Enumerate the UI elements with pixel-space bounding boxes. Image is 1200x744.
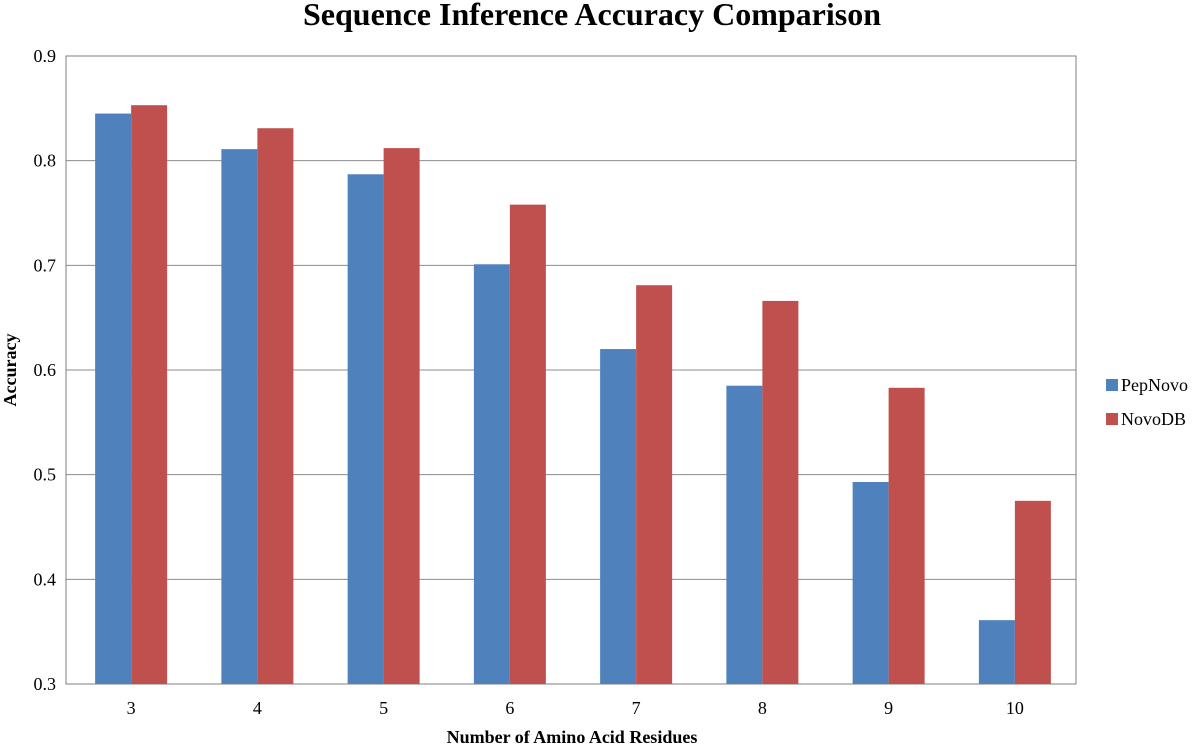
y-tick-label: 0.8 — [34, 151, 57, 171]
bar-pepnovo-5 — [347, 174, 384, 685]
x-tick-label: 9 — [884, 698, 893, 718]
y-tick-label: 0.9 — [34, 46, 57, 66]
legend-label-novodb: NovoDB — [1121, 409, 1186, 429]
bar-novodb-3 — [131, 105, 168, 684]
bar-pepnovo-6 — [473, 264, 510, 684]
bar-pepnovo-9 — [852, 481, 889, 684]
y-tick-label: 0.3 — [34, 674, 57, 694]
y-tick-label: 0.7 — [34, 255, 57, 275]
x-tick-label: 5 — [379, 698, 388, 718]
bar-novodb-4 — [257, 128, 294, 685]
x-tick-label: 6 — [505, 698, 514, 718]
x-tick-label: 10 — [1006, 698, 1024, 718]
x-axis-ticks: 3 4 5 6 7 8 9 10 — [127, 698, 1024, 718]
x-tick-label: 4 — [253, 698, 262, 718]
y-tick-label: 0.4 — [34, 569, 57, 589]
x-tick-label: 3 — [127, 698, 136, 718]
bar-novodb-10 — [1014, 500, 1051, 684]
legend-swatch-novodb — [1106, 413, 1118, 425]
x-axis-title: Number of Amino Acid Residues — [447, 727, 698, 744]
legend-label-pepnovo: PepNovo — [1121, 375, 1188, 395]
bar-novodb-7 — [636, 285, 673, 684]
bar-novodb-6 — [509, 204, 546, 685]
y-axis-title: Accuracy — [0, 334, 20, 407]
bar-novodb-5 — [383, 148, 420, 684]
y-tick-label: 0.5 — [34, 465, 57, 485]
bar-novodb-9 — [888, 387, 925, 684]
chart-title: Sequence Inference Accuracy Comparison — [303, 0, 881, 32]
y-axis-ticks: 0.3 0.4 0.5 0.6 0.7 0.8 0.9 — [34, 46, 57, 694]
bar-pepnovo-10 — [978, 620, 1015, 684]
x-tick-label: 7 — [632, 698, 641, 718]
bar-novodb-8 — [762, 300, 799, 684]
bar-pepnovo-4 — [221, 149, 258, 685]
bars — [95, 105, 1051, 685]
bar-pepnovo-3 — [95, 113, 132, 685]
x-tick-label: 8 — [758, 698, 767, 718]
bar-pepnovo-7 — [600, 349, 637, 684]
bar-pepnovo-8 — [726, 385, 763, 684]
legend-swatch-pepnovo — [1106, 379, 1118, 391]
plot-area-frame — [65, 55, 1077, 685]
legend: PepNovo NovoDB — [1106, 375, 1188, 429]
y-tick-label: 0.6 — [34, 360, 57, 380]
